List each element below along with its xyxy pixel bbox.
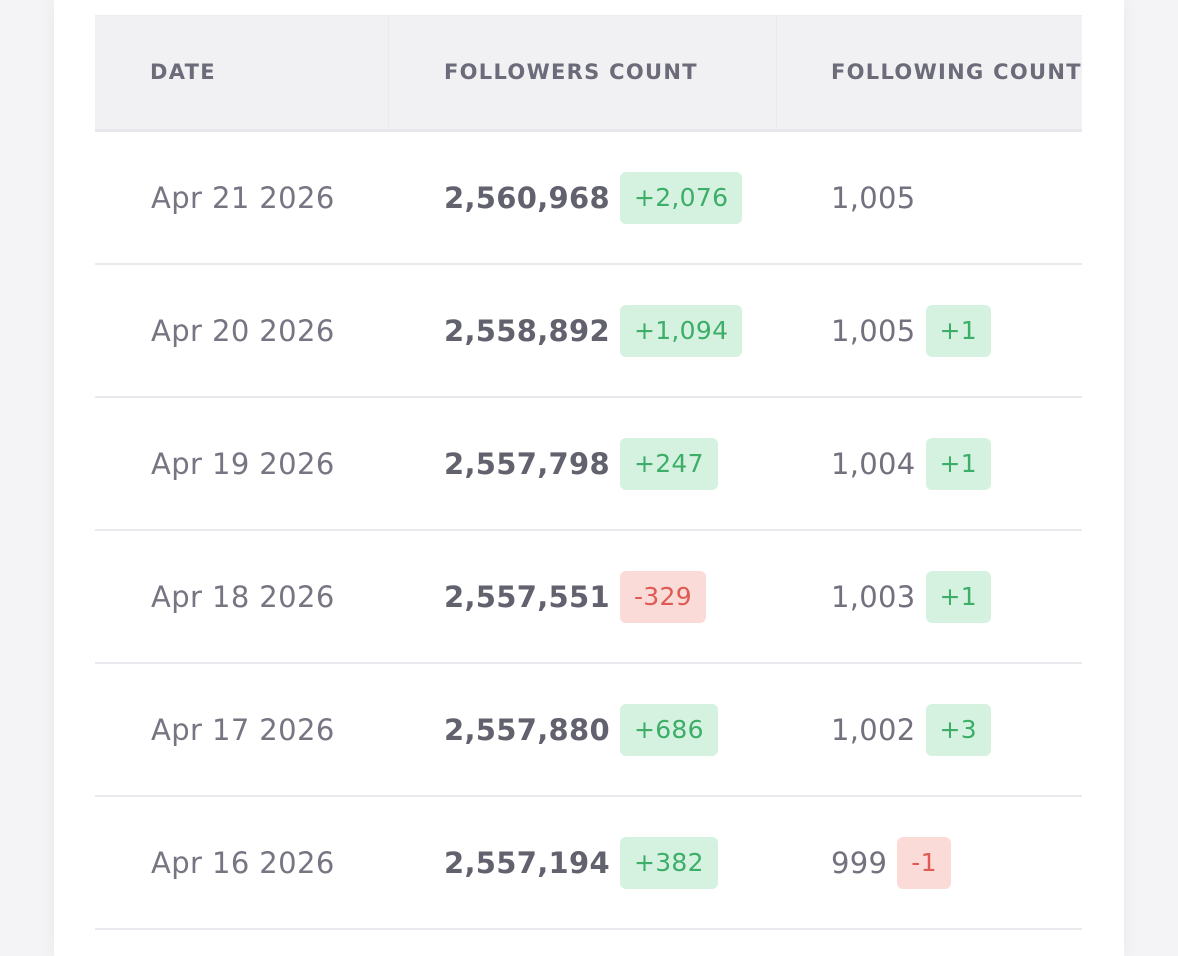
header-following-count[interactable]: FOLLOWING COUNT	[831, 60, 1082, 84]
stats-card: DATE FOLLOWERS COUNT FOLLOWING COUNT Apr…	[54, 0, 1124, 956]
row-date: Apr 16 2026	[151, 845, 335, 880]
following-cell: 999 -1	[831, 797, 951, 928]
following-delta-badge: +3	[925, 703, 991, 756]
followers-count: 2,557,880	[444, 712, 610, 747]
following-count: 1,004	[831, 446, 916, 481]
table-row[interactable]: Apr 21 2026 2,560,968 +2,076 1,005	[95, 132, 1082, 265]
row-date: Apr 21 2026	[151, 180, 335, 215]
row-date: Apr 18 2026	[151, 579, 335, 614]
followers-delta-badge: +247	[619, 437, 718, 490]
table-row[interactable]: Apr 19 2026 2,557,798 +247 1,004 +1	[95, 398, 1082, 531]
followers-count: 2,557,798	[444, 446, 610, 481]
following-count: 1,003	[831, 579, 916, 614]
followers-delta-badge: +2,076	[619, 171, 743, 224]
following-delta-badge: +1	[925, 304, 991, 357]
stats-table: DATE FOLLOWERS COUNT FOLLOWING COUNT Apr…	[95, 15, 1082, 930]
column-divider	[388, 16, 389, 129]
following-delta-badge: +1	[925, 570, 991, 623]
column-divider	[776, 16, 777, 129]
following-cell: 1,005	[831, 132, 916, 263]
row-date: Apr 20 2026	[151, 313, 335, 348]
table-header: DATE FOLLOWERS COUNT FOLLOWING COUNT	[95, 15, 1082, 132]
table-row[interactable]: Apr 16 2026 2,557,194 +382 999 -1	[95, 797, 1082, 930]
following-cell: 1,004 +1	[831, 398, 991, 529]
following-cell: 1,003 +1	[831, 531, 991, 662]
followers-cell: 2,557,798 +247	[444, 398, 718, 529]
followers-count: 2,557,194	[444, 845, 610, 880]
followers-delta-badge: +1,094	[619, 304, 743, 357]
followers-count: 2,557,551	[444, 579, 610, 614]
followers-cell: 2,557,551 -329	[444, 531, 706, 662]
table-body: Apr 21 2026 2,560,968 +2,076 1,005 Apr 20 20…	[95, 132, 1082, 930]
following-delta-badge: +1	[925, 437, 991, 490]
followers-count: 2,558,892	[444, 313, 610, 348]
followers-cell: 2,560,968 +2,076	[444, 132, 743, 263]
row-date: Apr 17 2026	[151, 712, 335, 747]
table-row[interactable]: Apr 17 2026 2,557,880 +686 1,002 +3	[95, 664, 1082, 797]
header-followers-count[interactable]: FOLLOWERS COUNT	[444, 60, 698, 84]
following-cell: 1,005 +1	[831, 265, 991, 396]
header-date[interactable]: DATE	[150, 60, 216, 84]
followers-cell: 2,557,880 +686	[444, 664, 718, 795]
followers-cell: 2,557,194 +382	[444, 797, 718, 928]
table-row[interactable]: Apr 20 2026 2,558,892 +1,094 1,005 +1	[95, 265, 1082, 398]
followers-cell: 2,558,892 +1,094	[444, 265, 743, 396]
following-count: 1,002	[831, 712, 916, 747]
following-count: 1,005	[831, 180, 916, 215]
following-count: 999	[831, 845, 888, 880]
table-row[interactable]: Apr 18 2026 2,557,551 -329 1,003 +1	[95, 531, 1082, 664]
followers-delta-badge: +382	[619, 836, 718, 889]
following-delta-badge: -1	[897, 836, 951, 889]
following-count: 1,005	[831, 313, 916, 348]
row-date: Apr 19 2026	[151, 446, 335, 481]
followers-count: 2,560,968	[444, 180, 610, 215]
followers-delta-badge: -329	[619, 570, 706, 623]
followers-delta-badge: +686	[619, 703, 718, 756]
following-cell: 1,002 +3	[831, 664, 991, 795]
